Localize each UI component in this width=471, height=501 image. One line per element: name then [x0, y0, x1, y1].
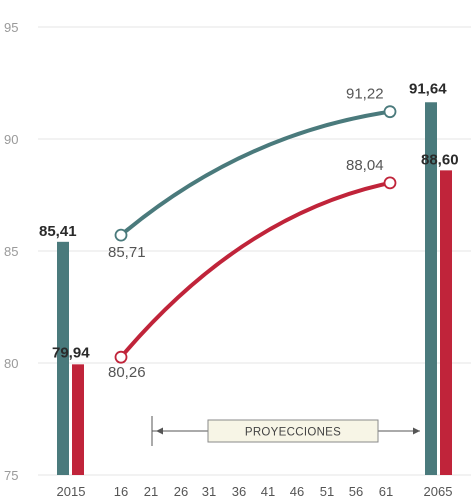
y-tick-label: 85 [4, 244, 18, 259]
point-value-label: 85,71 [108, 244, 146, 261]
x-tick-label: 61 [379, 484, 393, 499]
bar-value-label: 85,41 [39, 223, 77, 240]
y-tick-label: 90 [4, 132, 18, 147]
bar-2015-teal [57, 241, 69, 475]
point-value-label: 91,22 [346, 86, 384, 103]
series-line-red [119, 180, 392, 360]
x-tick-label: 56 [349, 484, 363, 499]
y-tick-label: 75 [4, 468, 18, 483]
projection-right-arrowhead [413, 427, 420, 435]
point-value-label: 88,04 [346, 157, 384, 174]
x-tick-label: 2015 [57, 484, 86, 499]
series-point-teal [114, 228, 128, 242]
x-tick-label: 21 [144, 484, 158, 499]
x-axis-ticks: 2015 16 21 26 31 36 41 46 51 56 61 2065 [57, 484, 453, 499]
projection-left-arrowhead [156, 427, 163, 435]
bar-2065-red [440, 170, 452, 476]
x-tick-label: 36 [232, 484, 246, 499]
x-tick-label: 51 [320, 484, 334, 499]
series-point-red [383, 176, 397, 190]
x-tick-label: 46 [290, 484, 304, 499]
x-tick-label: 31 [202, 484, 216, 499]
x-tick-label: 26 [174, 484, 188, 499]
bar-value-label: 79,94 [52, 344, 90, 361]
series-point-red [114, 350, 128, 364]
point-value-label: 80,26 [108, 364, 146, 381]
series-lines: 85,71 91,22 80,26 88,04 [108, 86, 397, 381]
projection-label: PROYECCIONES [245, 427, 341, 439]
bar-value-label: 91,64 [409, 80, 447, 97]
x-tick-label: 41 [261, 484, 275, 499]
y-axis-ticks: 75 80 85 90 95 [4, 20, 18, 483]
bars: 85,41 79,94 91,64 88,60 [39, 80, 459, 476]
y-tick-label: 95 [4, 20, 18, 35]
x-tick-label: 2065 [424, 484, 453, 499]
series-point-teal [383, 105, 397, 119]
bar-2015-red [72, 364, 84, 475]
bar-value-label: 88,60 [421, 151, 459, 168]
y-tick-label: 80 [4, 356, 18, 371]
projection-annotation: PROYECCIONES [151, 416, 420, 446]
gridlines [38, 26, 471, 476]
projection-label-box [207, 419, 379, 443]
x-tick-label: 16 [114, 484, 128, 499]
series-line-teal [119, 109, 392, 238]
bar-2065-teal [425, 102, 437, 475]
